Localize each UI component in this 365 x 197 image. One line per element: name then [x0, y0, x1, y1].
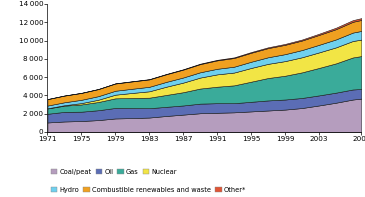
Legend: Hydro, Combustible renewables and waste, Other*: Hydro, Combustible renewables and waste,… [51, 187, 246, 193]
